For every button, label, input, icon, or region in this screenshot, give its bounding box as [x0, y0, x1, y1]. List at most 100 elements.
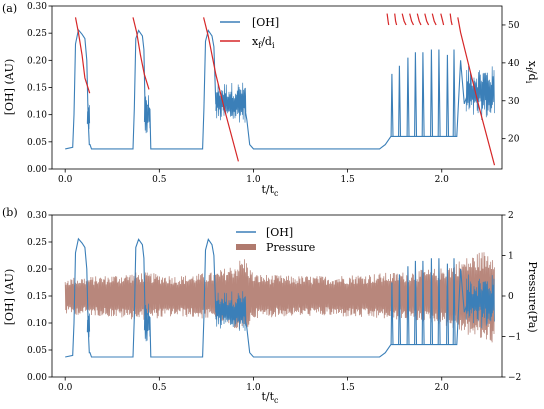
- y2-tick-label: 2: [508, 211, 514, 221]
- y-tick-label: 0.05: [27, 346, 47, 356]
- y2-tick-label: 1: [508, 252, 514, 262]
- oh-spike: [406, 57, 410, 137]
- panel-a-label: (a): [2, 2, 17, 15]
- panel-b-xlabel: t/tc: [261, 390, 279, 405]
- oh-burst: [86, 103, 91, 130]
- oh-spike: [430, 258, 434, 345]
- y2-tick-label: −1: [508, 333, 521, 343]
- panel-b-legend: [OH] Pressure: [236, 226, 315, 254]
- oh-spike: [398, 274, 402, 345]
- y-tick-label: 0.05: [27, 138, 47, 148]
- y-tick-label: 0.00: [27, 373, 47, 383]
- y2-tick-label: 20: [508, 135, 520, 145]
- oh-spike: [437, 258, 441, 345]
- y-tick-label: 0.30: [27, 211, 47, 221]
- panel-a-legend: [OH] xf/di: [220, 16, 279, 50]
- xf-segment: [203, 17, 239, 162]
- x-tick-label: 1.5: [340, 175, 355, 185]
- oh-spike: [390, 73, 394, 137]
- panel-b: (b) 0.0 0.5 1.0 1.5 2.00.000.050.100.150.200…: [2, 206, 539, 405]
- panel-b-plot-area: [64, 237, 495, 358]
- oh-series: [65, 237, 495, 358]
- xf-segment: [409, 13, 415, 26]
- oh-spike: [446, 263, 450, 345]
- xf-segment: [457, 17, 496, 166]
- y-tick-label: 0.10: [27, 319, 47, 329]
- x-tick-label: 2.0: [435, 383, 450, 393]
- oh-burst: [465, 65, 495, 121]
- oh-spike: [452, 49, 456, 137]
- oh-burst: [86, 312, 91, 338]
- y2-tick-label: 40: [508, 59, 520, 69]
- x-tick-label: 0.5: [152, 175, 167, 185]
- panel-b-axes: 0.0 0.5 1.0 1.5 2.0 0.00 0.05 0.10 0.15 0.20 0.25 0…: [27, 211, 521, 393]
- oh-spike: [414, 52, 418, 137]
- xf-segment: [401, 13, 407, 26]
- panel-a-y2label: xf/di: [524, 61, 539, 84]
- panel-a-plot-area: [65, 13, 496, 166]
- panel-a-ylabel: [OH] (AU): [3, 59, 16, 116]
- oh-burst: [215, 291, 247, 331]
- legend-pressure-swatch: [236, 244, 256, 250]
- y-tick-label: 0.15: [27, 292, 47, 302]
- y2-tick-label: 0: [508, 292, 514, 302]
- y-tick-label: 0.25: [27, 238, 47, 248]
- xf-segment: [132, 17, 150, 90]
- oh-line: [65, 28, 495, 150]
- x-tick-label: 1.5: [340, 383, 355, 393]
- y-tick-label: 0.10: [27, 111, 47, 121]
- x-tick-label: 1.0: [246, 383, 261, 393]
- y-tick-label: 0.00: [27, 165, 47, 175]
- plot-frame: [51, 5, 503, 170]
- legend-oh-label-b: [OH]: [266, 226, 293, 239]
- x-tick-label: 0.5: [152, 383, 167, 393]
- xf-segment: [440, 13, 445, 26]
- oh-spike: [452, 258, 456, 345]
- panel-a: (a) 0.0 0.5 1.0 1.5 2.00.000.050.100.150.200…: [2, 2, 539, 198]
- oh-spike: [437, 49, 441, 137]
- y2-tick-label: 30: [508, 97, 520, 107]
- oh-spike: [406, 266, 410, 345]
- x-tick-label: 0.0: [58, 383, 73, 393]
- y-tick-label: 0.30: [27, 2, 47, 12]
- panel-a-xlabel: t/tc: [261, 183, 279, 198]
- pressure-line: [64, 252, 495, 343]
- x-tick-label: 0.0: [58, 175, 73, 185]
- oh-burst: [465, 274, 495, 329]
- x-tick-label: 2.0: [435, 175, 450, 185]
- oh-spike: [446, 54, 450, 137]
- xf-segment: [431, 13, 437, 26]
- oh-spike: [414, 260, 418, 345]
- oh-spike: [421, 260, 425, 345]
- y-tick-label: 0.15: [27, 84, 47, 94]
- panel-b-ylabel: [OH] (AU): [3, 269, 16, 326]
- xf-segment: [74, 17, 91, 94]
- oh-series: [65, 28, 495, 150]
- xf-segment: [424, 13, 430, 26]
- y2-tick-label: 50: [508, 21, 520, 31]
- oh-spike: [390, 282, 394, 345]
- y-tick-label: 0.20: [27, 56, 47, 66]
- x-tick-label: 1.0: [246, 175, 261, 185]
- oh-spike: [398, 65, 402, 137]
- legend-pressure-label: Pressure: [266, 241, 315, 254]
- panel-a-axes: 0.0 0.5 1.0 1.5 2.0 0.00 0.05 0.10 0.15 0.20 0.25 0…: [27, 2, 520, 185]
- xf-segment: [386, 13, 390, 26]
- oh-spike: [421, 52, 425, 137]
- oh-spike: [430, 49, 434, 137]
- oh-burst: [215, 82, 247, 123]
- xf-segment: [449, 13, 453, 26]
- xf-segment: [416, 13, 422, 26]
- xf-segment: [394, 13, 398, 26]
- panel-b-label: (b): [2, 206, 18, 219]
- y2-tick-label: −2: [508, 373, 521, 383]
- legend-oh-label: [OH]: [252, 16, 279, 29]
- oh-line: [65, 237, 495, 358]
- legend-xf-label: xf/di: [252, 35, 275, 50]
- oh-burst: [143, 303, 151, 342]
- oh-burst: [143, 95, 151, 134]
- y-tick-label: 0.25: [27, 29, 47, 39]
- y-tick-label: 0.20: [27, 265, 47, 275]
- panel-b-y2label: Pressure(Pa): [526, 261, 539, 332]
